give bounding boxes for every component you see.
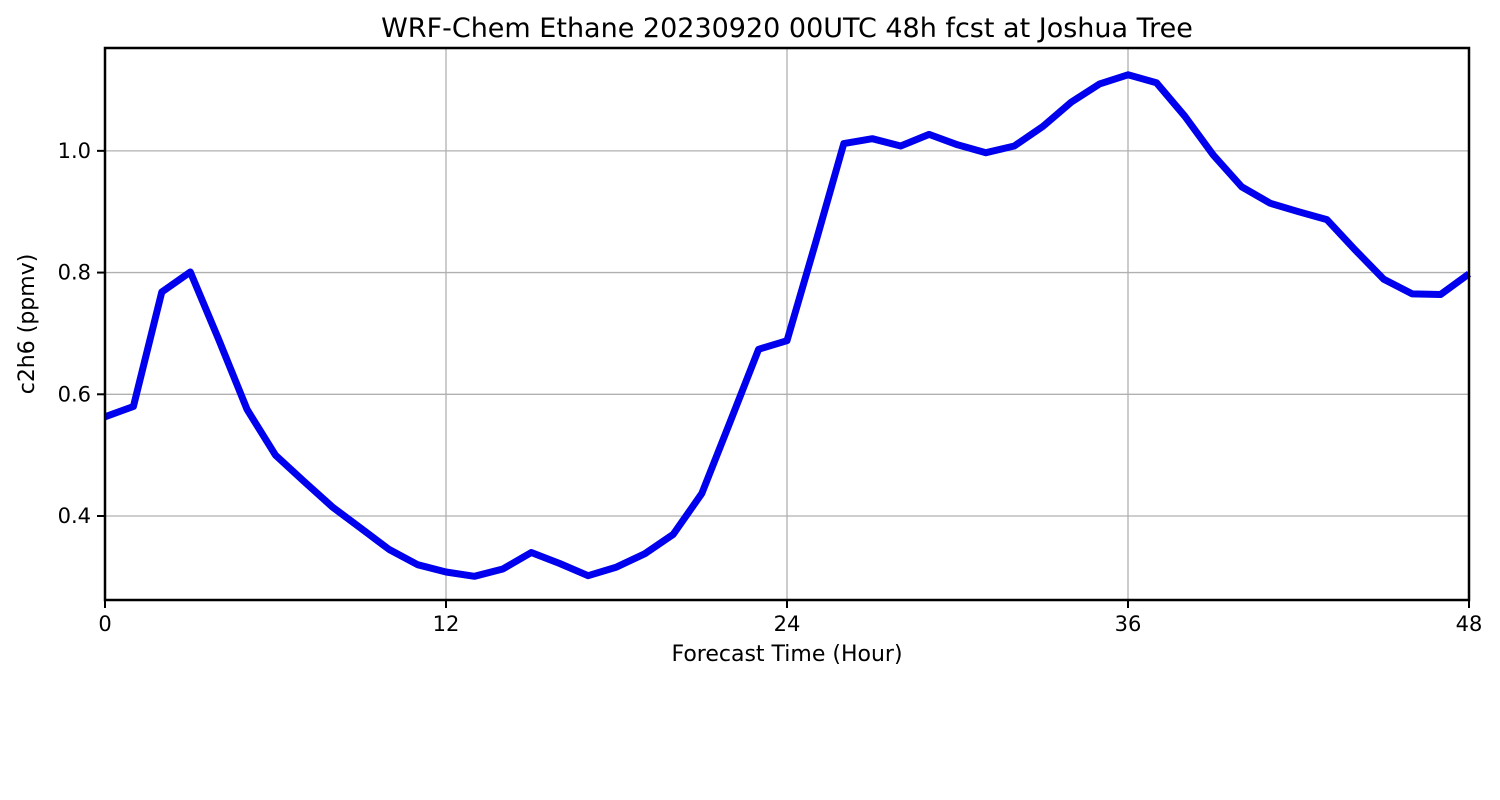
grid-layer (104, 48, 1470, 600)
tick-layer: 0 12 24 36 48 0.4 0.6 0.8 1.0 (58, 139, 1483, 636)
x-tick-label: 48 (1456, 612, 1483, 636)
x-tick-label: 36 (1115, 612, 1142, 636)
data-line-c2h6 (103, 71, 1472, 580)
series-layer (103, 71, 1472, 580)
x-axis-label: Forecast Time (Hour) (671, 642, 902, 667)
chart-title: WRF-Chem Ethane 20230920 00UTC 48h fcst … (381, 13, 1193, 44)
y-tick-label: 0.6 (58, 382, 91, 406)
y-tick-label: 0.8 (58, 261, 91, 285)
y-tick-label: 1.0 (58, 139, 91, 163)
x-tick-label: 24 (774, 612, 801, 636)
y-axis-label: c2h6 (ppmv) (15, 254, 40, 395)
x-tick-label: 12 (433, 612, 460, 636)
x-tick-label: 0 (98, 612, 111, 636)
y-tick-label: 0.4 (58, 504, 91, 528)
